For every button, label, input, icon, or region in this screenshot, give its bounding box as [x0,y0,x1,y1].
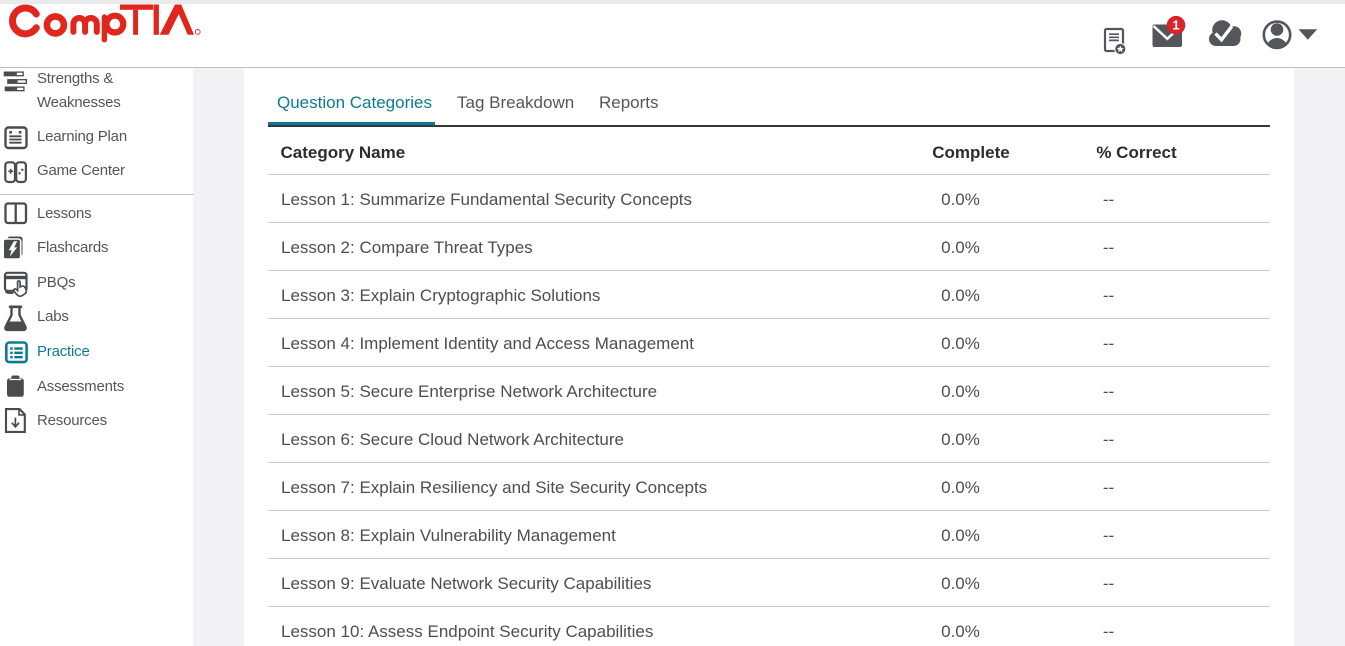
svg-text:1: 1 [1172,18,1179,33]
